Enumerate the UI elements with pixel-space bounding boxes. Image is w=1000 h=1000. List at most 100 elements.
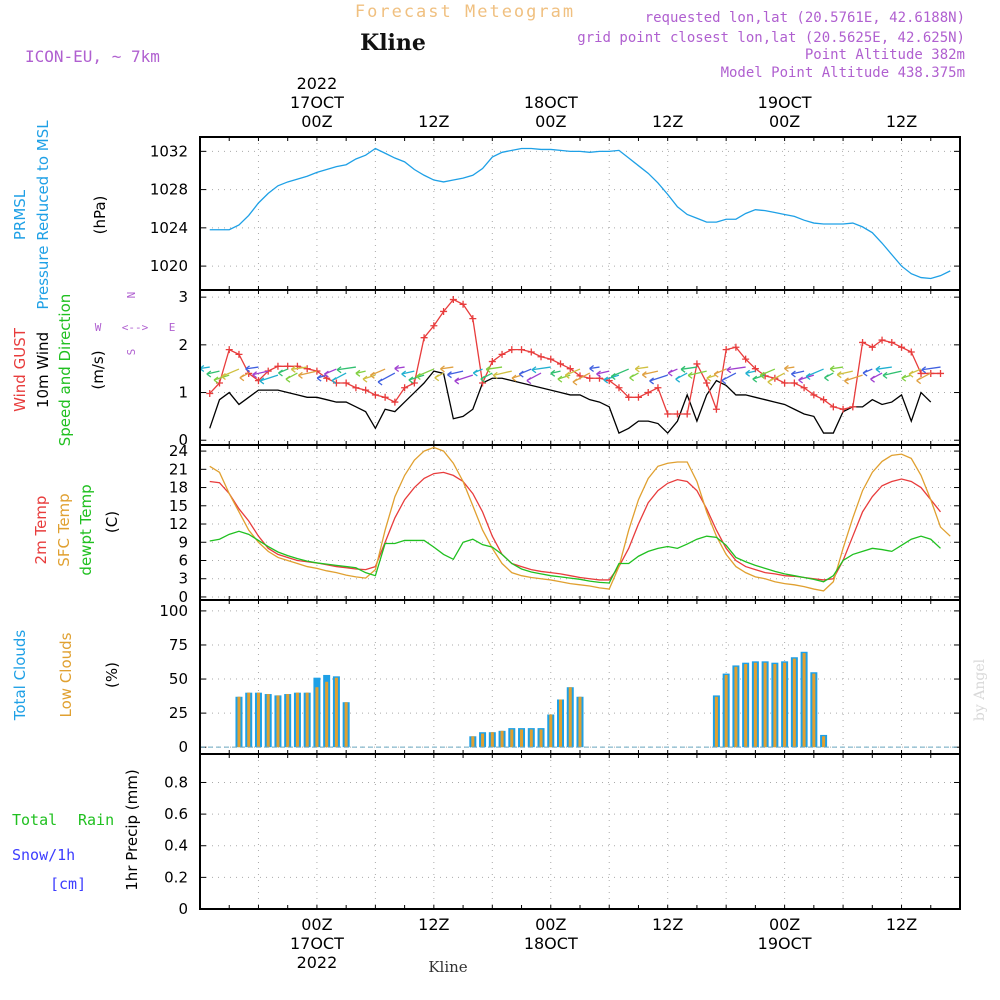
panel-4: 0255075100 bbox=[159, 600, 960, 756]
grid-point-coords: grid point closest lon,lat (20.5625E, 42… bbox=[577, 30, 965, 46]
y-tick-label: 100 bbox=[159, 602, 188, 620]
gust-marker bbox=[333, 380, 340, 387]
gust-marker bbox=[898, 344, 905, 351]
wind-direction-arrow bbox=[455, 375, 473, 384]
wind-direction-arrow bbox=[440, 366, 453, 372]
low-cloud-bar bbox=[491, 732, 494, 747]
time-axis-label: 18OCT bbox=[524, 93, 578, 112]
wind-direction-arrow bbox=[635, 366, 648, 372]
y-tick-label: 1020 bbox=[150, 257, 188, 275]
wind-arrow-shaft bbox=[844, 375, 862, 381]
compass-rose: W E N S <--> bbox=[95, 292, 176, 356]
gust-marker bbox=[723, 346, 730, 353]
wind-direction-arrow bbox=[650, 375, 668, 384]
wind-direction-arrow bbox=[784, 365, 794, 371]
y-tick-label: 12 bbox=[169, 515, 188, 533]
gust-marker bbox=[849, 403, 856, 410]
panel-1: 1020102410281032 bbox=[150, 137, 960, 290]
c-unit-label: (C) bbox=[103, 511, 121, 533]
low-cloud-bar bbox=[773, 664, 776, 747]
wind-direction-arrow bbox=[597, 371, 610, 377]
wind-direction-arrow bbox=[512, 375, 522, 381]
wind-direction-arrow bbox=[363, 375, 375, 382]
meteogram: Forecast Meteogram Kline ICON-EU, ~ 7km … bbox=[0, 0, 1000, 1000]
wind-arrow-head bbox=[332, 378, 336, 384]
low-cloud-bar bbox=[754, 663, 757, 747]
wind-direction-arrow bbox=[830, 366, 843, 372]
time-axis-label: 17OCT bbox=[290, 93, 344, 112]
ms-unit-label: (m/s) bbox=[89, 350, 107, 389]
wind-direction-arrow bbox=[200, 365, 210, 371]
wind-gust-line bbox=[210, 300, 941, 414]
wind-direction-arrow bbox=[871, 373, 882, 382]
wind-direction-arrow bbox=[863, 369, 872, 376]
wind-direction-arrow bbox=[332, 373, 346, 384]
y-tick-label: 0 bbox=[178, 900, 188, 918]
wind-direction-arrow bbox=[337, 367, 356, 373]
compass-e: E bbox=[169, 321, 176, 334]
speed-direction-label: Speed and Direction bbox=[56, 294, 74, 447]
time-axis-label: 2022 bbox=[297, 74, 338, 93]
wind-direction-arrow bbox=[883, 371, 902, 378]
wind-arrow-head bbox=[825, 375, 829, 381]
wind-arrow-head bbox=[722, 378, 726, 384]
low-cloud-bar bbox=[286, 694, 289, 747]
wind-direction-arrow bbox=[435, 373, 444, 381]
wind-arrow-head bbox=[630, 375, 634, 381]
y-tick-label: 1028 bbox=[150, 181, 188, 199]
gust-marker bbox=[343, 380, 350, 387]
wind-arrow-head bbox=[278, 370, 282, 376]
low-cloud-bar bbox=[793, 659, 796, 748]
y-tick-label: 25 bbox=[169, 704, 188, 722]
wind-arrow-head bbox=[573, 379, 577, 385]
gust-marker bbox=[635, 394, 642, 401]
gust-marker bbox=[645, 389, 652, 396]
wind-direction-arrow bbox=[532, 367, 551, 373]
wind-arrow-shaft bbox=[806, 369, 823, 376]
wind-direction-arrow bbox=[324, 369, 336, 377]
wind-direction-arrow bbox=[746, 370, 756, 376]
wind-direction-arrow bbox=[278, 369, 287, 376]
wind-arrow-shaft bbox=[221, 369, 238, 376]
prmsl-line bbox=[210, 148, 951, 278]
wind-arrow-head bbox=[527, 378, 531, 384]
low-cloud-bar bbox=[530, 729, 533, 747]
wind-direction-arrow bbox=[493, 371, 512, 378]
wind-direction-arrow bbox=[447, 371, 463, 378]
gust-marker bbox=[888, 339, 895, 346]
wind-direction-arrow bbox=[558, 375, 570, 382]
low-cloud-bar bbox=[276, 695, 279, 747]
low-cloud-bar bbox=[247, 693, 250, 748]
compass-w: W bbox=[95, 321, 102, 334]
wind-direction-arrow bbox=[753, 375, 765, 382]
gust-marker bbox=[937, 370, 944, 377]
rain-label: Rain bbox=[78, 811, 114, 829]
low-cloud-bar bbox=[822, 736, 825, 747]
y-tick-label: 3 bbox=[178, 570, 188, 588]
panel-3: 03691215182124 bbox=[169, 442, 960, 606]
gust-marker bbox=[908, 349, 915, 356]
bottom-time-axis: 00Z17OCT202212Z 00Z18OCT12Z 00Z19OCT12Z bbox=[290, 915, 917, 972]
gust-marker bbox=[586, 375, 593, 382]
y-tick-label: 0.2 bbox=[164, 868, 188, 886]
gust-marker bbox=[713, 406, 720, 413]
y-tick-label: 0.4 bbox=[164, 837, 188, 855]
low-cloud-bar bbox=[715, 697, 718, 747]
precip-unit-label: 1hr Precip (mm) bbox=[123, 769, 141, 890]
low-cloud-bar bbox=[725, 675, 728, 747]
wind-direction-arrow bbox=[221, 369, 238, 379]
model-label: ICON-EU, ~ 7km bbox=[25, 47, 160, 66]
gust-marker bbox=[235, 351, 242, 358]
wind-direction-arrow bbox=[668, 369, 677, 376]
low-cloud-bar bbox=[315, 687, 318, 747]
wind-direction-arrow bbox=[630, 373, 639, 381]
wind-direction-arrow bbox=[722, 373, 736, 384]
top-time-axis: 202217OCT00Z 12Z18OCT00Z 12Z19OCT00Z 12Z bbox=[290, 74, 917, 131]
wind-direction-arrow bbox=[917, 373, 931, 384]
gust-marker bbox=[538, 353, 545, 360]
y-tick-label: 18 bbox=[169, 479, 188, 497]
wind-arrow-head bbox=[917, 378, 921, 384]
snow-label: Snow/1h bbox=[12, 846, 75, 864]
wind-direction-arrow bbox=[370, 369, 385, 378]
wind-arrow-head bbox=[378, 379, 382, 385]
